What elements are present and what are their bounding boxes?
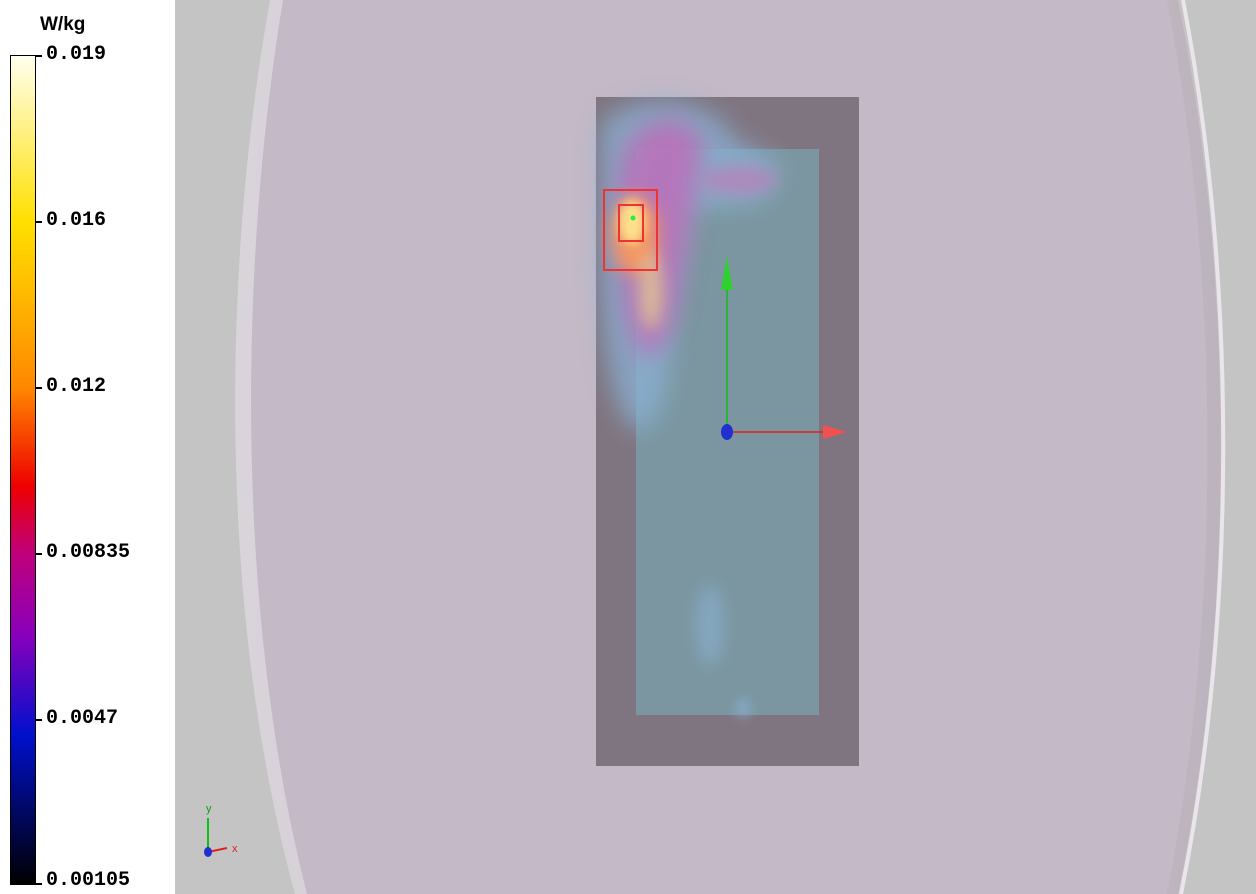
legend-tick-label: 0.0047 <box>46 707 119 730</box>
legend-tick-label-max: 0.019 <box>46 43 107 66</box>
peak-marker <box>630 215 636 221</box>
triad-x-label: x <box>232 843 238 855</box>
legend-tick-label: 0.012 <box>46 375 107 398</box>
color-scale-bar <box>10 55 36 885</box>
legend-tick-label: 0.016 <box>46 209 107 232</box>
zoom-scan-inner-box <box>618 204 644 242</box>
zoom-scan-outer-box <box>603 189 658 271</box>
legend-tick <box>36 719 42 721</box>
legend-tick <box>36 221 42 223</box>
scene-svg: y x <box>204 0 1226 894</box>
legend-tick-label: 0.00835 <box>46 541 131 564</box>
triad-y-label: y <box>206 803 212 815</box>
legend-tick <box>36 55 42 57</box>
3d-viewport[interactable]: y x <box>175 0 1256 894</box>
color-legend: W/kg 0.019 0.016 0.012 0.00835 0.0047 0.… <box>0 0 174 894</box>
legend-tick <box>36 387 42 389</box>
sar-heatmap <box>600 101 779 718</box>
orientation-triad: y x <box>204 803 238 857</box>
legend-tick-label-min: 0.00105 <box>46 869 131 892</box>
legend-tick <box>36 553 42 555</box>
device-axes[interactable] <box>721 256 847 440</box>
legend-unit-label: W/kg <box>40 14 86 35</box>
legend-tick <box>36 883 42 885</box>
